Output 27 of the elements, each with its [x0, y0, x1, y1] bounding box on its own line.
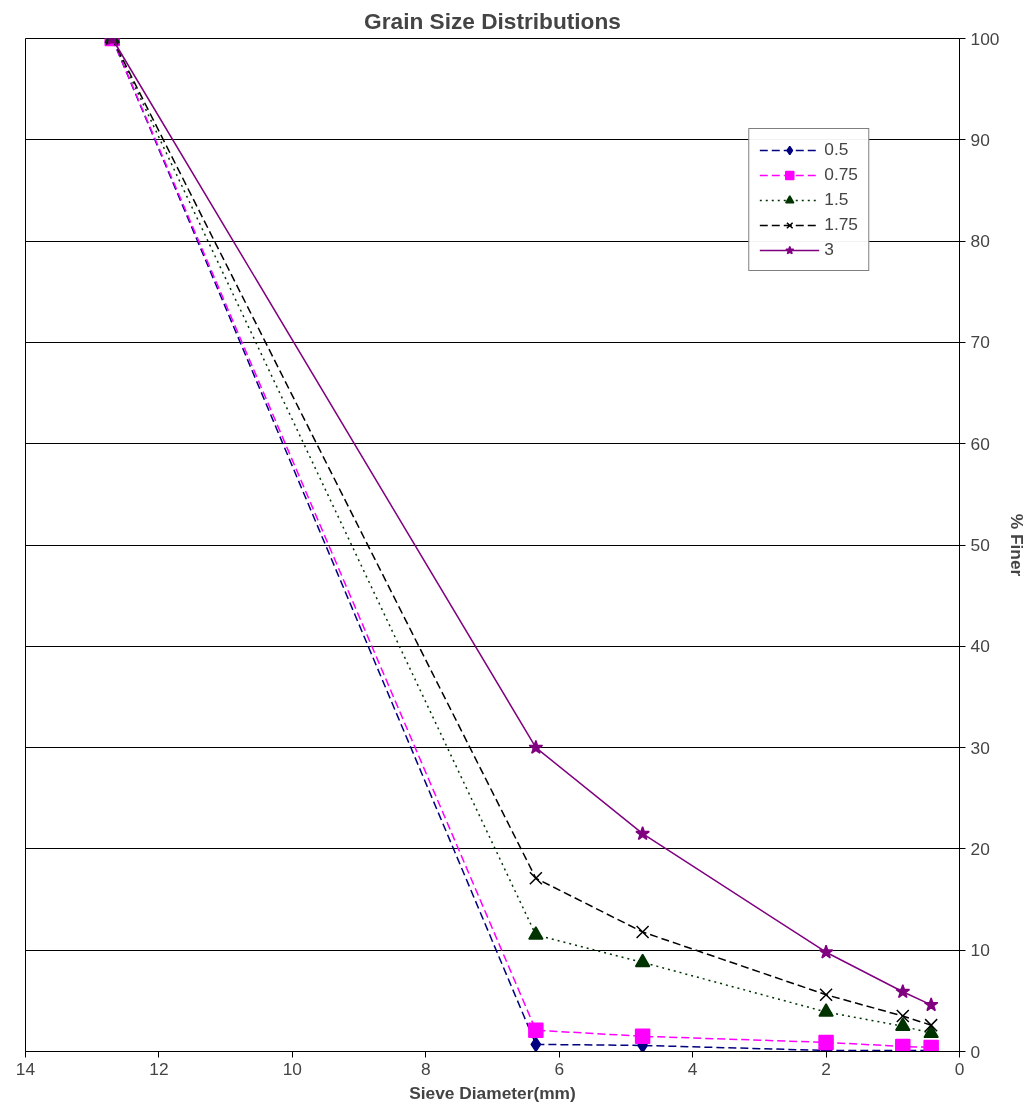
chart-title: Grain Size Distributions: [364, 7, 621, 34]
x-tick-label: 8: [420, 1058, 431, 1079]
x-tick-label: 10: [282, 1058, 302, 1079]
x-axis-title: Sieve Diameter(mm): [409, 1082, 576, 1103]
legend-label: 0.75: [824, 164, 858, 185]
legend-label: 1.75: [824, 214, 858, 235]
y-tick-label: 70: [970, 332, 990, 353]
legend-label: 1.5: [824, 189, 849, 210]
y-tick-label: 100: [970, 28, 1000, 49]
y-axis-title: % Finer: [1007, 513, 1028, 577]
x-tick-label: 14: [15, 1058, 36, 1079]
x-tick-label: 12: [149, 1058, 169, 1079]
x-tick-label: 4: [687, 1058, 698, 1079]
y-tick-label: 60: [970, 433, 990, 454]
y-tick-label: 30: [970, 737, 990, 758]
legend-label: 0.5: [824, 139, 849, 160]
y-tick-label: 20: [970, 838, 990, 859]
y-tick-label: 0: [970, 1041, 981, 1062]
y-tick-label: 40: [970, 636, 990, 657]
y-tick-label: 50: [970, 535, 990, 555]
x-tick-label: 2: [821, 1058, 831, 1079]
y-tick-label: 90: [970, 129, 990, 150]
x-tick-label: 0: [954, 1058, 965, 1079]
y-tick-label: 10: [970, 940, 990, 961]
legend-label: 3: [824, 239, 835, 260]
x-tick-label: 6: [554, 1058, 565, 1079]
y-tick-label: 80: [970, 231, 990, 252]
